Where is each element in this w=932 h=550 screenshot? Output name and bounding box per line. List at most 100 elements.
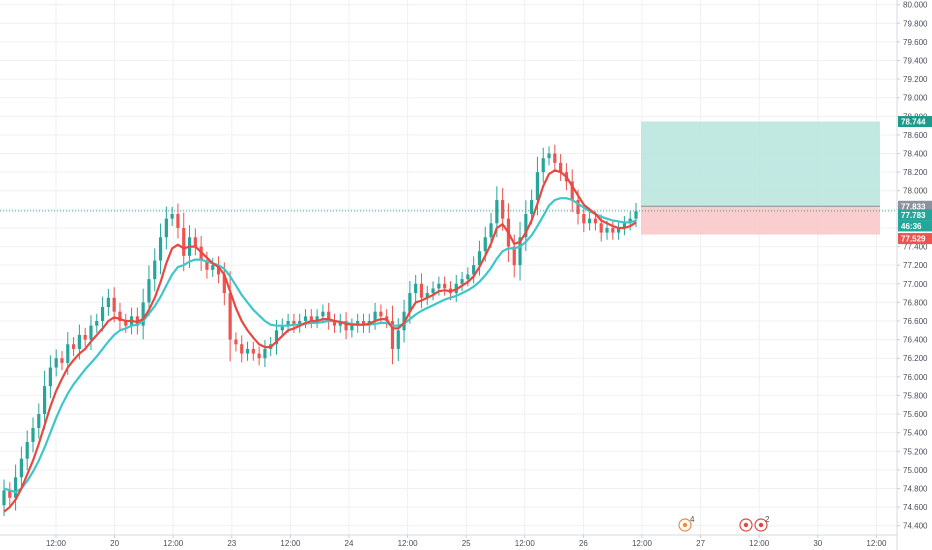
y-tick-label: 79.200 <box>903 75 928 84</box>
x-tick-label: 12:00 <box>515 539 536 548</box>
candle-body <box>605 227 609 233</box>
x-tick-label: 12:00 <box>632 539 653 548</box>
x-tick-label: 27 <box>696 539 705 548</box>
time-axis[interactable]: 12:00 20 12:00 23 12:00 24 12:00 25 12:00 26 12:00… <box>46 535 887 548</box>
candle-body <box>164 218 168 238</box>
candle-body <box>408 293 412 312</box>
candle-body <box>106 297 110 308</box>
y-tick-label: 77.200 <box>903 261 928 270</box>
y-tick-label: 79.000 <box>903 94 928 103</box>
x-tick-label: 20 <box>110 539 119 548</box>
candle-body <box>477 251 482 266</box>
y-tick-label: 78.000 <box>903 187 928 196</box>
candle-body <box>379 311 383 317</box>
x-tick-label: 12:00 <box>749 539 770 548</box>
candle-body <box>315 316 319 321</box>
candle-body <box>344 321 348 331</box>
candle-body <box>512 246 516 266</box>
candle-body <box>321 311 325 317</box>
dividend-event-icon-dot <box>682 522 688 528</box>
candle-body <box>240 344 244 354</box>
candle-body <box>2 490 6 506</box>
x-tick-label: 30 <box>813 539 822 548</box>
y-tick-label: 77.000 <box>903 280 928 289</box>
candle-body <box>147 279 151 303</box>
y-tick-label: 75.600 <box>903 410 928 419</box>
candle-body <box>309 316 313 321</box>
candle-body <box>60 358 64 363</box>
candle-body <box>547 153 551 159</box>
y-tick-label: 74.600 <box>903 503 928 512</box>
y-tick-label: 76.800 <box>903 298 928 307</box>
countdown-tag-bg <box>898 220 932 232</box>
news-event-icon-dot <box>743 522 749 528</box>
candle-body <box>280 325 284 331</box>
candle-body <box>593 218 598 224</box>
candle-body <box>414 283 418 294</box>
candle-body <box>535 172 540 201</box>
candle-body <box>530 200 534 214</box>
candle-body <box>483 237 487 252</box>
candle-body <box>576 200 580 214</box>
candle-body <box>112 297 116 312</box>
candle-body <box>356 321 360 326</box>
candle-body <box>245 348 250 354</box>
candle-body <box>327 311 331 321</box>
y-tick-label: 80.000 <box>903 1 928 10</box>
ema-fast-line <box>3 169 637 513</box>
candle-body <box>13 477 18 498</box>
moving-average-lines <box>3 169 637 513</box>
target-price-tag-bg <box>898 116 932 128</box>
candle-body <box>31 428 35 442</box>
candle-body <box>634 211 638 219</box>
candle-body <box>100 307 105 321</box>
event-count-label: 2 <box>765 515 770 524</box>
stop-price-tag: 77.529 <box>901 235 926 244</box>
candle-body <box>332 321 337 326</box>
y-tick-label: 79.800 <box>903 19 928 28</box>
news-event-icon[interactable] <box>754 518 768 532</box>
x-tick-label: 23 <box>227 539 236 548</box>
candle-body <box>25 441 29 459</box>
candle-body <box>170 214 174 219</box>
candle-body <box>437 283 441 289</box>
candle-body <box>460 279 464 284</box>
candle-body <box>501 200 505 219</box>
candle-body <box>622 223 627 228</box>
target-price-tag: 78.744 <box>901 118 926 127</box>
candle-body <box>373 311 377 321</box>
candle-body <box>611 227 615 233</box>
candle-body <box>419 283 424 298</box>
candle-body <box>251 348 255 354</box>
y-tick-label: 78.400 <box>903 150 928 159</box>
candle-body <box>118 311 122 321</box>
y-tick-label: 76.000 <box>903 373 928 382</box>
news-event-icon[interactable] <box>739 518 753 532</box>
y-tick-label: 74.800 <box>903 484 928 493</box>
candle-body <box>71 344 76 349</box>
candle-body <box>193 237 197 247</box>
candle-body <box>141 302 145 326</box>
candle-body <box>524 214 528 238</box>
candle-body <box>83 334 87 340</box>
y-tick-label: 76.600 <box>903 317 928 326</box>
entry-price-tag-bg <box>898 200 932 212</box>
x-tick-label: 12:00 <box>163 539 184 548</box>
candle-body <box>628 218 632 224</box>
candle-body <box>396 330 400 349</box>
candle-body <box>541 158 545 173</box>
candle-body <box>472 265 476 275</box>
candle-body <box>66 344 70 363</box>
x-tick-label: 26 <box>579 539 588 548</box>
y-tick-label: 79.600 <box>903 38 928 47</box>
y-tick-label: 74.400 <box>903 522 928 531</box>
countdown-tag: 46:36 <box>901 222 922 231</box>
candle-body <box>19 458 23 478</box>
y-tick-label: 78.200 <box>903 168 928 177</box>
dividend-event-icon[interactable] <box>678 518 692 532</box>
x-tick-label: 24 <box>345 539 354 548</box>
candle-body <box>211 265 215 270</box>
